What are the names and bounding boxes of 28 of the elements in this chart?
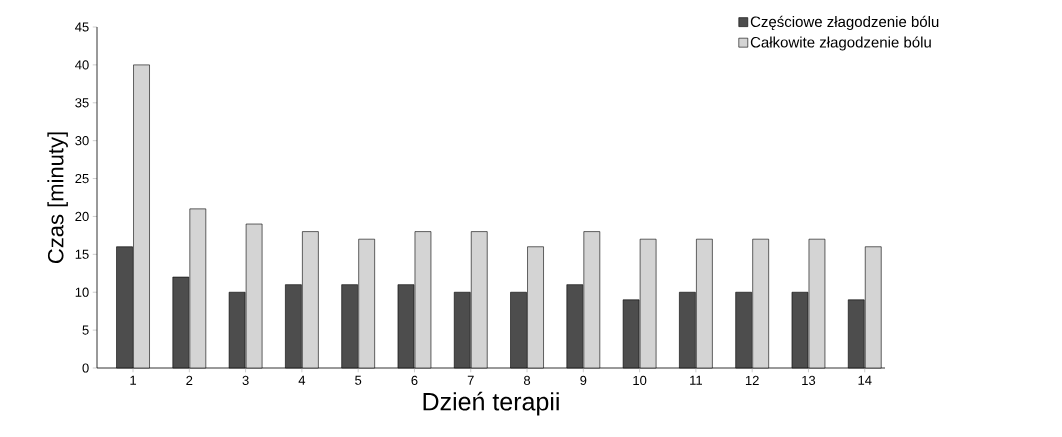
x-axis-title: Dzień terapii [423, 391, 559, 416]
x-tick-label: 12 [745, 375, 759, 385]
x-tick-label: 1 [130, 375, 137, 385]
y-tick-label: 5 [82, 325, 89, 335]
y-axis-title: Czas [minuty] [47, 132, 68, 264]
x-tick-label: 3 [242, 375, 249, 385]
y-tick-label: 35 [75, 98, 89, 108]
x-tick-label: 13 [802, 375, 816, 385]
x-tick-label: 7 [467, 375, 474, 385]
y-tick-label: 20 [75, 211, 89, 222]
y-tick-label: 10 [75, 287, 89, 297]
y-tick-label: 25 [75, 173, 89, 184]
x-tick-label: 4 [298, 375, 306, 385]
x-tick-label: 6 [411, 375, 418, 385]
x-tick-label: 10 [633, 375, 647, 385]
y-tick-label: 15 [75, 249, 89, 259]
legend-label: Częściowe złagodzenie bólu [750, 15, 939, 31]
y-tick-label: 40 [75, 60, 89, 70]
x-tick-label: 14 [858, 375, 872, 385]
y-tick-label: 0 [82, 363, 89, 373]
x-tick-label: 9 [580, 375, 587, 385]
y-tick-label: 30 [75, 136, 89, 146]
x-tick-label: 5 [355, 375, 362, 385]
y-tick-label: 45 [75, 22, 89, 32]
x-tick-label: 11 [690, 375, 703, 385]
legend-label: Całkowite złagodzenie bólu [750, 36, 931, 51]
x-tick-label: 8 [523, 375, 531, 385]
x-tick-label: 2 [186, 375, 193, 385]
